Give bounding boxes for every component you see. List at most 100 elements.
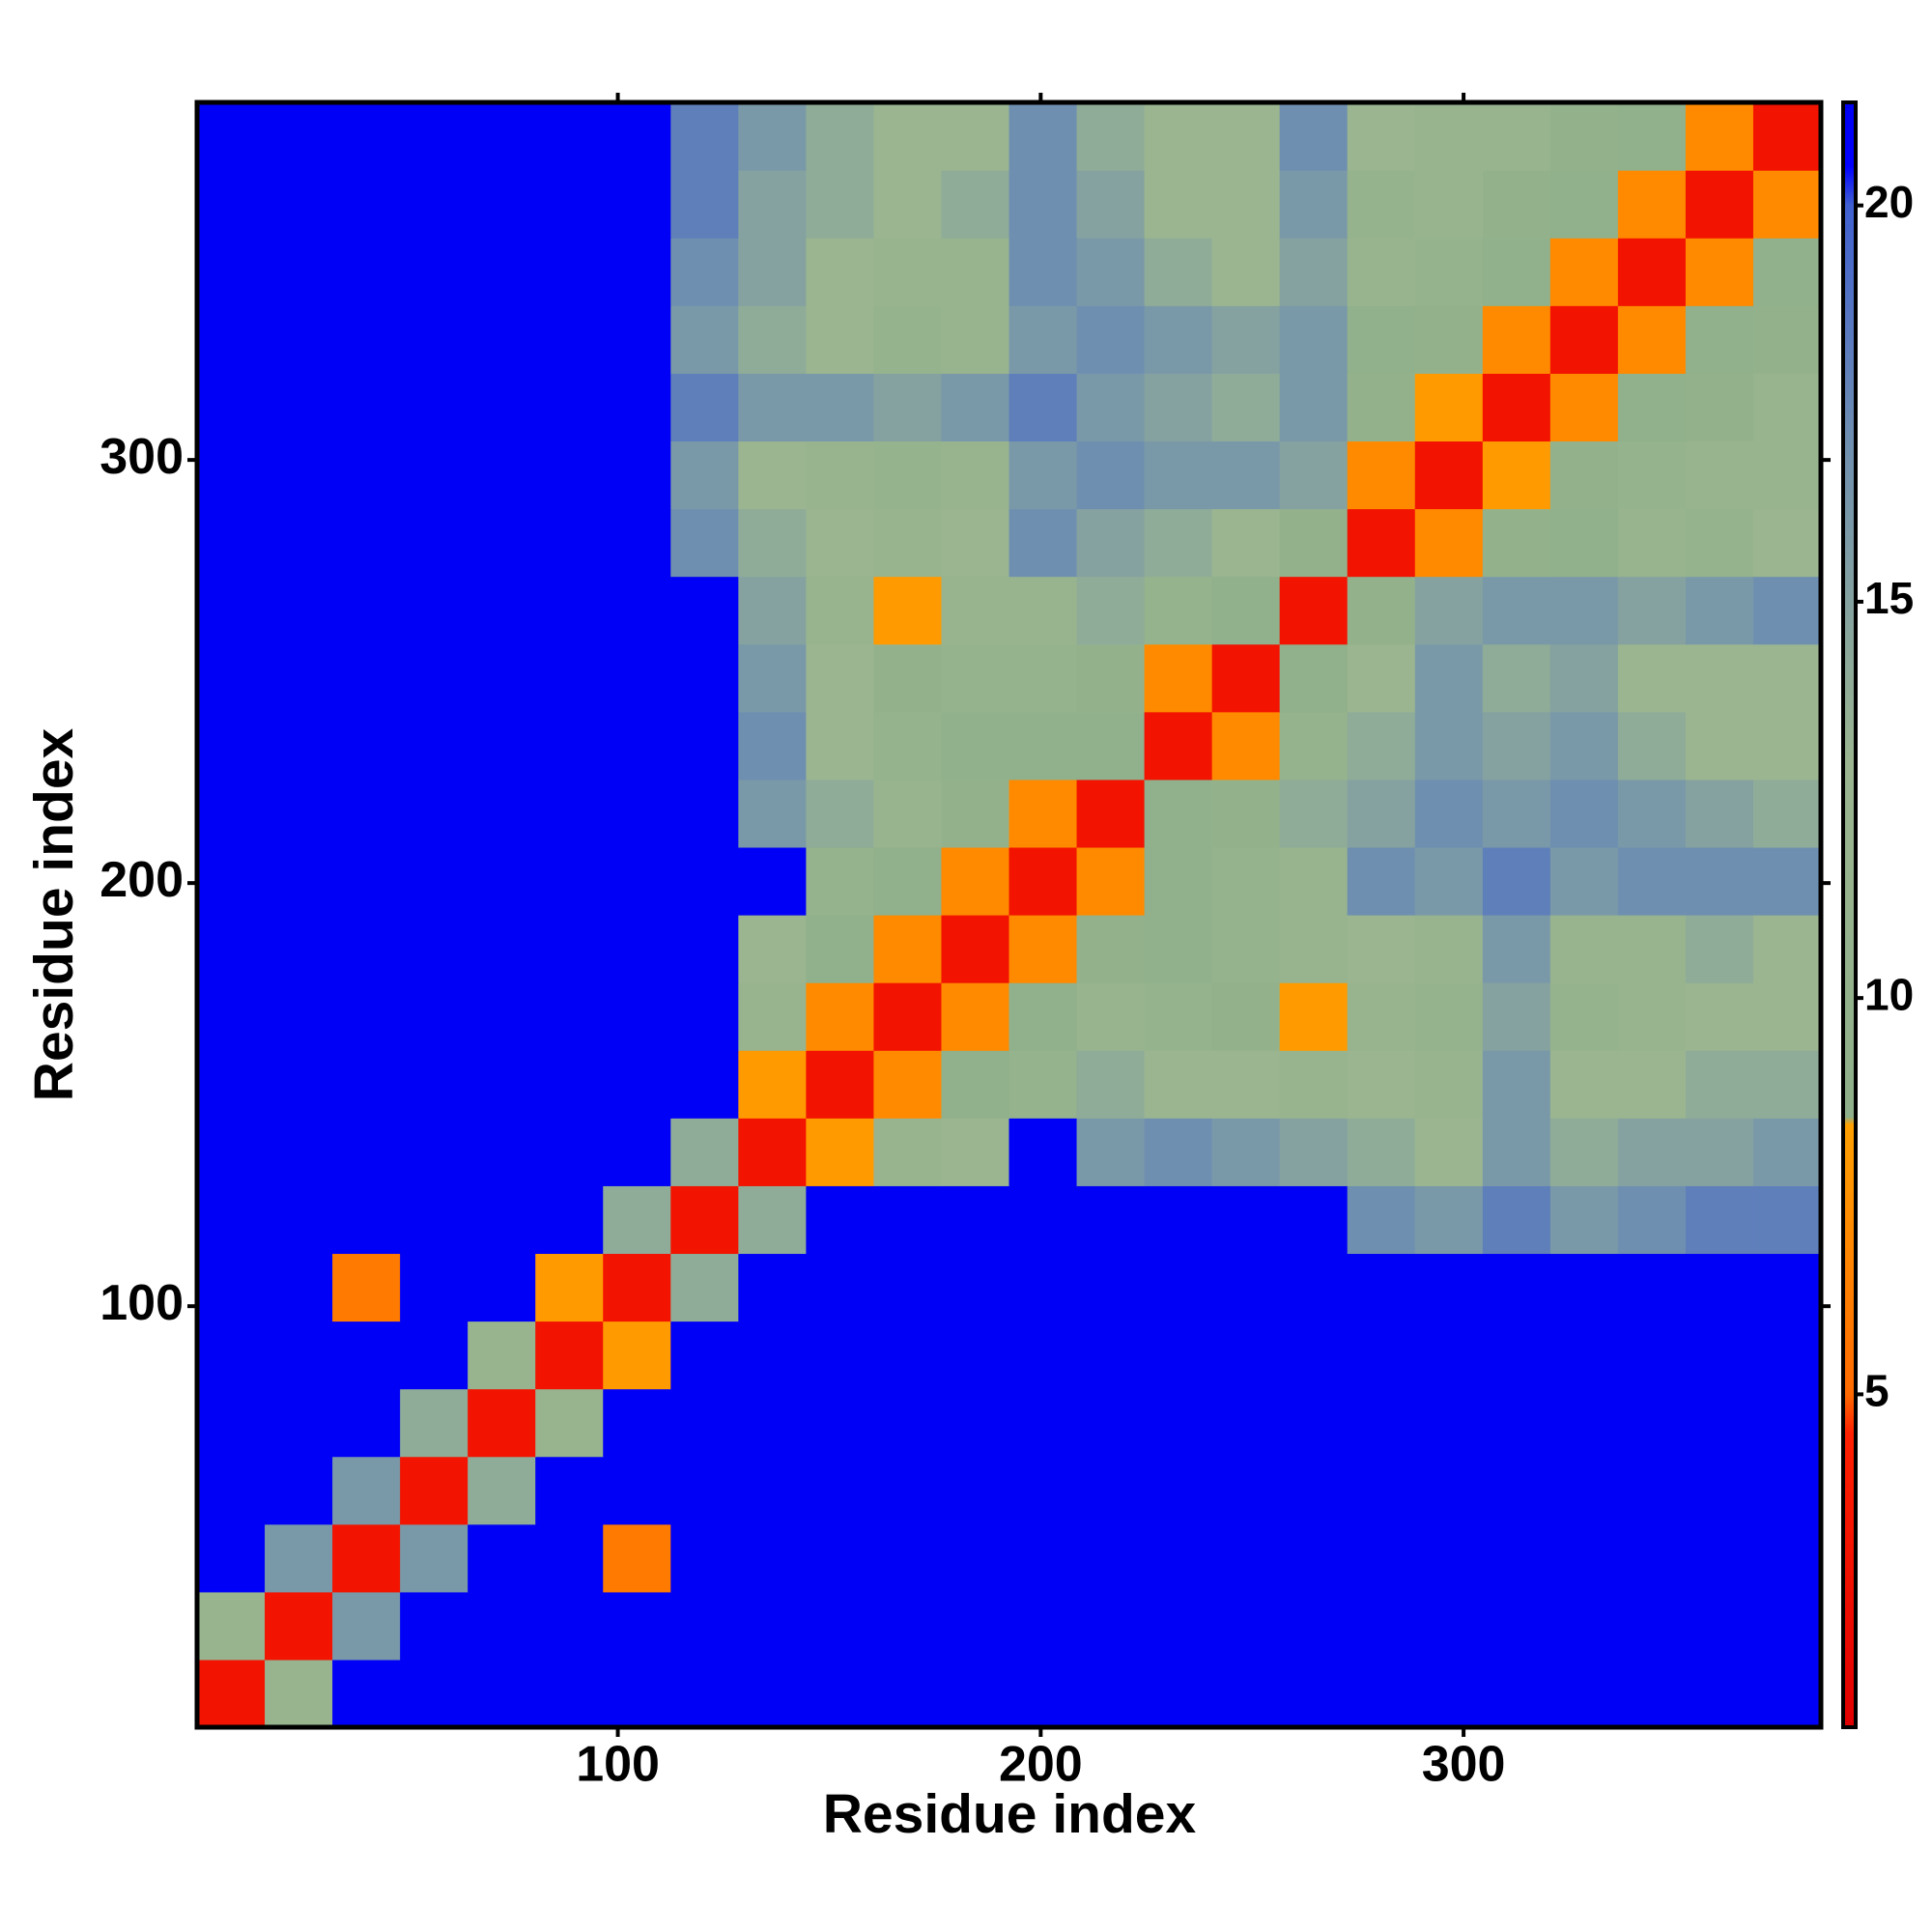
heatmap-cell [468, 846, 536, 916]
heatmap-cell [873, 576, 943, 645]
heatmap-cell [1549, 846, 1619, 916]
heatmap-cell [468, 1388, 536, 1458]
heatmap-cell [535, 1118, 604, 1186]
heatmap-cell [1076, 1591, 1146, 1661]
heatmap-cell [197, 846, 266, 916]
heatmap-cell [873, 1388, 943, 1458]
heatmap-cell [873, 373, 943, 442]
heatmap-cell [1617, 1050, 1687, 1119]
x-tick-label: 300 [1422, 1737, 1506, 1793]
heatmap-cell [1076, 1321, 1146, 1390]
heatmap-cell [1482, 1523, 1551, 1593]
heatmap-cell [1617, 982, 1687, 1051]
heatmap-cell [1347, 440, 1416, 510]
heatmap-cell [332, 102, 401, 171]
heatmap-cell [738, 711, 807, 781]
heatmap-cell [603, 440, 671, 510]
heatmap-cell [1549, 643, 1619, 713]
heatmap-cell [1347, 1321, 1416, 1390]
heatmap-cell [670, 440, 739, 510]
heatmap [197, 102, 1822, 1728]
heatmap-cell [1549, 1253, 1619, 1322]
heatmap-cell [1009, 1050, 1078, 1119]
heatmap-cell [332, 576, 401, 645]
heatmap-cell [941, 238, 1010, 306]
heatmap-cell [265, 982, 333, 1051]
heatmap-cell [1685, 238, 1754, 306]
heatmap-cell [1211, 170, 1281, 239]
heatmap-cell [1211, 779, 1281, 848]
heatmap-cell [1144, 1321, 1213, 1390]
heatmap-cell [1076, 1253, 1146, 1322]
heatmap-cell [1752, 711, 1822, 781]
heatmap-cell [1076, 508, 1146, 578]
heatmap-cell [603, 373, 671, 442]
heatmap-cell [670, 508, 739, 578]
heatmap-cell [1076, 170, 1146, 239]
heatmap-cell [738, 982, 807, 1051]
heatmap-cell [1414, 170, 1484, 239]
heatmap-cell [1279, 373, 1349, 442]
heatmap-cell [1347, 779, 1416, 848]
heatmap-cell [1009, 508, 1078, 578]
colorbar [1841, 100, 1858, 1729]
heatmap-cell [941, 711, 1010, 781]
heatmap-cell [332, 1591, 401, 1661]
heatmap-cell [1144, 1388, 1213, 1458]
heatmap-cell [603, 1321, 671, 1390]
heatmap-cell [1009, 576, 1078, 645]
heatmap-cell [197, 915, 266, 983]
heatmap-cell [1211, 305, 1281, 374]
heatmap-cell [873, 1659, 943, 1728]
heatmap-cell [670, 1659, 739, 1728]
heatmap-cell [1009, 170, 1078, 239]
heatmap-cell [197, 170, 266, 239]
heatmap-cell [1685, 1253, 1754, 1322]
heatmap-cell [1211, 238, 1281, 306]
heatmap-cell [1211, 1185, 1281, 1255]
heatmap-cell [1482, 576, 1551, 645]
heatmap-cell [265, 1118, 333, 1186]
heatmap-cell [873, 170, 943, 239]
heatmap-cell [1685, 1118, 1754, 1186]
heatmap-cell [1347, 576, 1416, 645]
heatmap-cell [1549, 1523, 1619, 1593]
heatmap-cell [738, 238, 807, 306]
heatmap-cell [400, 915, 469, 983]
heatmap-cell [1549, 1591, 1619, 1661]
heatmap-cell [738, 1591, 807, 1661]
heatmap-cell [197, 1321, 266, 1390]
heatmap-cell [400, 1388, 469, 1458]
heatmap-cell [265, 305, 333, 374]
heatmap-cell [1347, 846, 1416, 916]
heatmap-cell [468, 1118, 536, 1186]
heatmap-cell [941, 1388, 1010, 1458]
heatmap-cell [1009, 846, 1078, 916]
heatmap-cell [1482, 1185, 1551, 1255]
heatmap-cell [738, 576, 807, 645]
heatmap-cell [1617, 1591, 1687, 1661]
heatmap-cell [1414, 305, 1484, 374]
heatmap-cell [1414, 1456, 1484, 1525]
heatmap-cell [670, 102, 739, 171]
heatmap-cell [1617, 576, 1687, 645]
heatmap-cell [1009, 1591, 1078, 1661]
heatmap-cell [468, 102, 536, 171]
heatmap-cell [1549, 305, 1619, 374]
heatmap-cell [1076, 102, 1146, 171]
heatmap-cell [603, 915, 671, 983]
heatmap-cell [1009, 982, 1078, 1051]
heatmap-cell [1414, 102, 1484, 171]
heatmap-cell [670, 1321, 739, 1390]
heatmap-cell [1076, 373, 1146, 442]
heatmap-cell [535, 1321, 604, 1390]
heatmap-cell [1685, 170, 1754, 239]
heatmap-cell [468, 305, 536, 374]
heatmap-cell [468, 373, 536, 442]
heatmap-cell [1685, 1523, 1754, 1593]
heatmap-cell [400, 102, 469, 171]
heatmap-cell [1144, 711, 1213, 781]
heatmap-cell [873, 915, 943, 983]
heatmap-cell [1009, 643, 1078, 713]
heatmap-cell [332, 1118, 401, 1186]
